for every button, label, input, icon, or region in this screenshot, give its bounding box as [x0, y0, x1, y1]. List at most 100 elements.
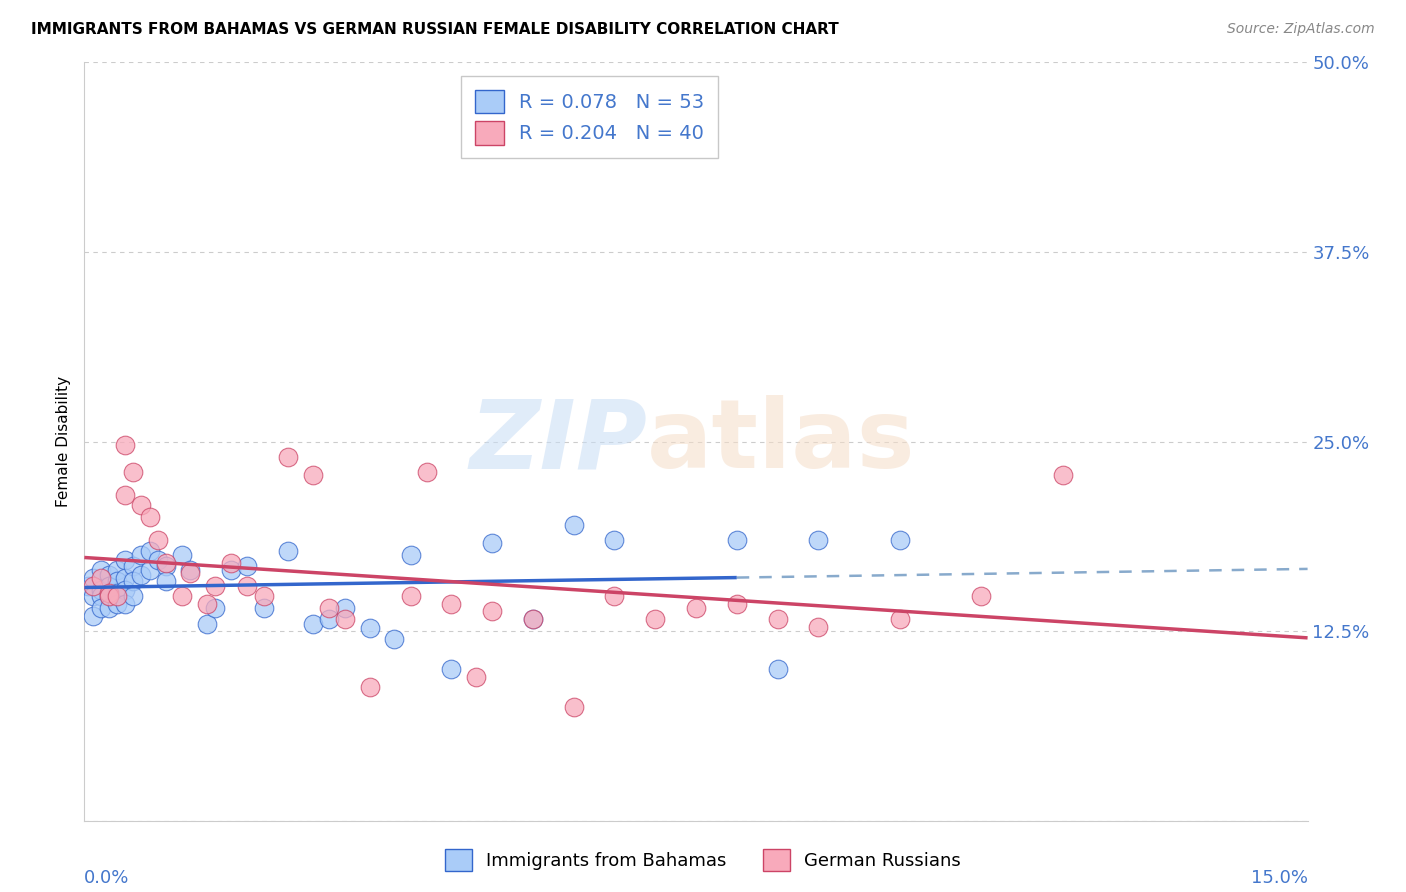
Point	[807, 619, 830, 633]
Point	[481, 536, 503, 550]
Point	[416, 465, 439, 479]
Point	[82, 579, 104, 593]
Point	[204, 601, 226, 615]
Point	[146, 533, 169, 548]
Point	[131, 498, 153, 512]
Text: 0.0%: 0.0%	[84, 869, 129, 888]
Point	[970, 589, 993, 603]
Text: 15.0%: 15.0%	[1250, 869, 1308, 888]
Point	[359, 680, 381, 694]
Point	[219, 564, 242, 578]
Point	[97, 579, 120, 593]
Point	[440, 662, 463, 676]
Point	[335, 612, 357, 626]
Point	[318, 601, 340, 615]
Point	[481, 604, 503, 618]
Point	[97, 589, 120, 603]
Point	[114, 487, 136, 501]
Point	[105, 597, 128, 611]
Point	[889, 612, 911, 626]
Point	[122, 558, 145, 573]
Point	[97, 601, 120, 615]
Text: Source: ZipAtlas.com: Source: ZipAtlas.com	[1227, 22, 1375, 37]
Point	[522, 612, 544, 626]
Point	[359, 621, 381, 635]
Point	[562, 517, 585, 532]
Point	[97, 586, 120, 600]
Point	[685, 601, 707, 615]
Point	[82, 589, 104, 603]
Point	[90, 571, 112, 585]
Point	[114, 597, 136, 611]
Point	[277, 543, 299, 558]
Point	[766, 612, 789, 626]
Point	[97, 589, 120, 603]
Point	[236, 579, 259, 593]
Point	[195, 616, 218, 631]
Point	[766, 662, 789, 676]
Point	[179, 566, 201, 581]
Point	[155, 558, 177, 573]
Point	[172, 589, 194, 603]
Text: ZIP: ZIP	[470, 395, 647, 488]
Point	[77, 579, 100, 593]
Point	[105, 574, 128, 588]
Point	[644, 612, 666, 626]
Point	[464, 669, 486, 683]
Text: atlas: atlas	[647, 395, 915, 488]
Point	[236, 558, 259, 573]
Point	[204, 579, 226, 593]
Point	[138, 543, 160, 558]
Point	[105, 589, 128, 603]
Point	[399, 548, 422, 563]
Point	[90, 589, 112, 603]
Point	[725, 597, 748, 611]
Point	[138, 510, 160, 524]
Point	[318, 612, 340, 626]
Point	[179, 564, 201, 578]
Point	[114, 583, 136, 598]
Point	[122, 589, 145, 603]
Point	[97, 568, 120, 582]
Legend: R = 0.078   N = 53, R = 0.204   N = 40: R = 0.078 N = 53, R = 0.204 N = 40	[461, 76, 718, 159]
Y-axis label: Female Disability: Female Disability	[56, 376, 72, 508]
Point	[172, 548, 194, 563]
Point	[522, 612, 544, 626]
Text: IMMIGRANTS FROM BAHAMAS VS GERMAN RUSSIAN FEMALE DISABILITY CORRELATION CHART: IMMIGRANTS FROM BAHAMAS VS GERMAN RUSSIA…	[31, 22, 839, 37]
Point	[195, 597, 218, 611]
Point	[603, 589, 626, 603]
Point	[146, 553, 169, 567]
Point	[90, 564, 112, 578]
Point	[301, 467, 323, 482]
Point	[440, 597, 463, 611]
Point	[335, 601, 357, 615]
Point	[114, 571, 136, 585]
Point	[105, 564, 128, 578]
Point	[82, 608, 104, 623]
Point	[603, 533, 626, 548]
Point	[155, 556, 177, 570]
Point	[253, 589, 276, 603]
Point	[219, 556, 242, 570]
Point	[131, 548, 153, 563]
Point	[399, 589, 422, 603]
Point	[105, 586, 128, 600]
Point	[155, 574, 177, 588]
Point	[1052, 467, 1074, 482]
Point	[82, 571, 104, 585]
Point	[90, 583, 112, 598]
Point	[138, 564, 160, 578]
Point	[253, 601, 276, 615]
Point	[889, 533, 911, 548]
Point	[277, 450, 299, 464]
Legend: Immigrants from Bahamas, German Russians: Immigrants from Bahamas, German Russians	[437, 842, 969, 879]
Point	[807, 533, 830, 548]
Point	[301, 616, 323, 631]
Point	[382, 632, 405, 646]
Point	[90, 601, 112, 615]
Point	[725, 533, 748, 548]
Point	[122, 574, 145, 588]
Point	[562, 699, 585, 714]
Point	[114, 437, 136, 451]
Point	[114, 553, 136, 567]
